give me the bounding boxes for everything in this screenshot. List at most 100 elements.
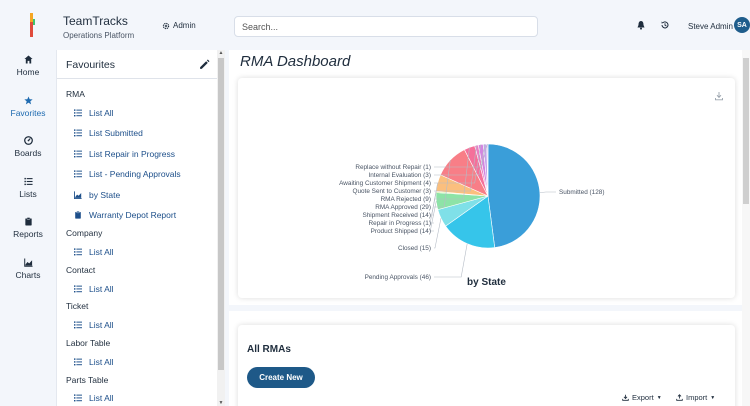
favourites-list: RMA List All List Submitted List Repair …	[57, 79, 217, 406]
fav-link-label: Warranty Depot Report	[89, 210, 177, 220]
fav-link-label: List All	[89, 284, 114, 294]
favourites-scroll-thumb[interactable]	[218, 58, 224, 370]
clipboard-icon	[24, 217, 32, 226]
avatar[interactable]: SA	[734, 17, 750, 33]
fav-link-label: List All	[89, 320, 114, 330]
create-new-button[interactable]: Create New	[247, 367, 315, 388]
nav-charts-label: Charts	[15, 270, 41, 280]
pie-slice-label: Quote Sent to Customer (3)	[353, 188, 432, 195]
home-icon	[23, 55, 33, 64]
favourites-scrollbar[interactable]: ▲ ▼	[217, 50, 225, 406]
nav-boards-label: Boards	[14, 148, 42, 158]
fav-link-label: List Repair in Progress	[89, 149, 175, 159]
search-input[interactable]	[234, 16, 538, 37]
pie-slice-label: Shipment Received (14)	[362, 212, 431, 219]
section-gap	[229, 305, 750, 311]
nav-charts[interactable]: Charts	[0, 258, 56, 280]
main-scrollbar[interactable]	[742, 50, 750, 406]
all-rmas-title: All RMAs	[247, 344, 291, 355]
download-icon[interactable]	[714, 91, 724, 101]
pie-leader-line	[434, 144, 481, 184]
user-name[interactable]: Steve Admin	[688, 22, 733, 31]
teamtracks-logo	[30, 13, 35, 37]
list-icon	[74, 321, 82, 329]
fav-rma-list-repair[interactable]: List Repair in Progress	[74, 149, 175, 159]
pie-leader-line	[539, 191, 556, 193]
section-contact: Contact	[66, 265, 96, 275]
pie-leader-line	[434, 145, 477, 192]
state-pie-chart: Submitted (128) Pending Approvals (46) Clo…	[339, 143, 604, 281]
gear-icon	[162, 22, 170, 29]
list-icon	[74, 394, 82, 402]
fav-link-label: by State	[89, 190, 121, 200]
pie-leader-line	[434, 160, 451, 208]
list-icon	[23, 177, 33, 186]
import-label: Import	[686, 393, 708, 402]
pie-slice-label: Pending Approvals (46)	[365, 274, 431, 281]
section-labor-table: Labor Table	[66, 338, 111, 348]
chevron-down-icon: ▼	[656, 394, 662, 401]
star-icon	[23, 96, 33, 105]
fav-rma-warranty-report[interactable]: Warranty Depot Report	[74, 210, 176, 220]
nav-home[interactable]: Home	[0, 55, 56, 77]
fav-link-label: List Submitted	[89, 128, 143, 138]
fav-labor-list-all[interactable]: List All	[74, 357, 114, 367]
bell-icon[interactable]	[636, 20, 646, 30]
fav-contact-list-all[interactable]: List All	[74, 284, 114, 294]
all-rmas-card: All RMAs Create New Export ▼ Import ▼	[238, 325, 735, 406]
list-icon	[74, 248, 82, 256]
fav-ticket-list-all[interactable]: List All	[74, 320, 114, 330]
favourites-divider	[57, 78, 217, 79]
pie-slice-label: Submitted (128)	[559, 189, 604, 196]
fav-rma-by-state[interactable]: by State	[74, 190, 120, 200]
pie-leader-line	[434, 143, 488, 168]
list-icon	[74, 285, 82, 293]
chart-card: Submitted (128) Pending Approvals (46) Clo…	[238, 78, 735, 298]
pie-slice-label: Repair in Progress (1)	[368, 220, 431, 227]
pie-slice-label: Replace without Repair (1)	[355, 164, 431, 171]
export-button[interactable]: Export ▼	[622, 393, 662, 402]
nav-reports[interactable]: Reports	[0, 217, 56, 239]
dashboard-icon	[23, 136, 33, 145]
pie-leader-line	[434, 243, 468, 278]
import-button[interactable]: Import ▼	[676, 393, 715, 402]
section-rma: RMA	[66, 89, 85, 99]
fav-link-label: List All	[89, 357, 114, 367]
main-scroll-thumb[interactable]	[743, 58, 749, 204]
admin-link[interactable]: Admin	[162, 21, 196, 30]
fav-rma-list-all[interactable]: List All	[74, 108, 114, 118]
scroll-down-arrow[interactable]: ▼	[218, 400, 224, 406]
history-icon[interactable]	[660, 20, 670, 30]
nav-favorites[interactable]: Favorites	[0, 96, 56, 118]
chart-icon	[23, 258, 33, 267]
left-nav: Home Favorites Boards Lists Reports Char…	[0, 50, 56, 406]
favourites-title: Favourites	[66, 59, 116, 71]
fav-rma-list-submitted[interactable]: List Submitted	[74, 128, 143, 138]
pencil-icon[interactable]	[199, 59, 210, 70]
fav-link-label: List All	[89, 393, 114, 403]
chevron-down-icon: ▼	[710, 394, 716, 401]
chart-title: by State	[467, 277, 506, 288]
fav-company-list-all[interactable]: List All	[74, 247, 114, 257]
favourites-panel: Favourites RMA List All List Submitted L…	[56, 50, 225, 406]
nav-reports-label: Reports	[13, 229, 43, 239]
pie-slice-label: Awaiting Customer Shipment (4)	[339, 180, 431, 187]
section-ticket: Ticket	[66, 301, 89, 311]
admin-label: Admin	[173, 21, 196, 30]
scroll-up-arrow[interactable]: ▲	[218, 50, 224, 56]
list-icon	[74, 150, 82, 158]
pie-slice[interactable]	[487, 143, 541, 248]
pie-slice-label: RMA Approved (29)	[375, 204, 431, 211]
pie-slice-label: Internal Evaluation (3)	[368, 172, 431, 179]
list-icon	[74, 109, 82, 117]
nav-lists[interactable]: Lists	[0, 177, 56, 199]
list-icon	[74, 170, 82, 178]
pie-slice-label: RMA Rejected (9)	[381, 196, 431, 203]
pie-slice-label: Product Shipped (14)	[371, 228, 431, 235]
top-header: TeamTracks Operations Platform Admin Ste…	[0, 0, 750, 50]
fav-rma-list-pending[interactable]: List - Pending Approvals	[74, 169, 181, 179]
fav-parts-list-all[interactable]: List All	[74, 393, 114, 403]
nav-boards[interactable]: Boards	[0, 136, 56, 158]
nav-home-label: Home	[16, 67, 40, 77]
